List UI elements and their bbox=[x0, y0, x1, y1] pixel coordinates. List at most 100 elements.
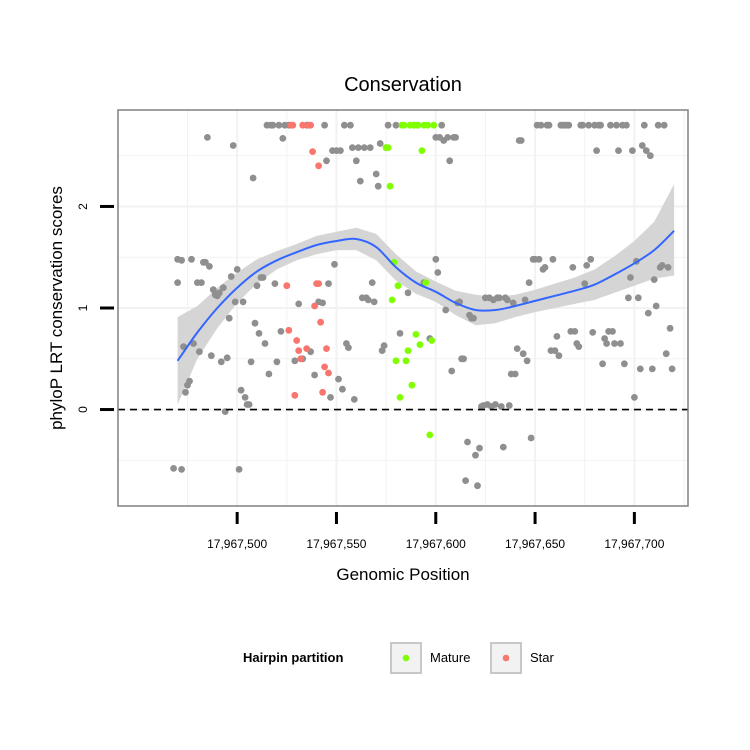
y-tick-label: 2 bbox=[76, 203, 90, 210]
point-other bbox=[277, 328, 285, 335]
point-other bbox=[646, 152, 654, 160]
point-other bbox=[631, 394, 638, 401]
y-axis: 0 1 2 bbox=[76, 203, 114, 413]
point-mature bbox=[412, 331, 420, 338]
point-other bbox=[452, 134, 459, 141]
point-other bbox=[186, 377, 193, 385]
x-axis-title: Genomic Position bbox=[336, 565, 469, 584]
point-other bbox=[658, 262, 666, 269]
point-other bbox=[271, 280, 279, 287]
point-other bbox=[462, 477, 469, 484]
point-other bbox=[384, 121, 392, 129]
legend-item-star: Star bbox=[490, 642, 555, 674]
smooth-confidence-band bbox=[177, 184, 675, 405]
point-other bbox=[495, 294, 503, 302]
point-mature bbox=[396, 394, 404, 401]
legend-label-mature: Mature bbox=[430, 650, 470, 665]
point-other bbox=[460, 355, 467, 363]
point-other bbox=[585, 121, 593, 129]
point-other bbox=[354, 144, 362, 152]
point-mature bbox=[422, 279, 430, 286]
point-other bbox=[251, 319, 259, 327]
point-other bbox=[291, 357, 299, 365]
point-other bbox=[217, 358, 225, 366]
point-other bbox=[239, 298, 247, 306]
point-other bbox=[509, 299, 517, 307]
point-other bbox=[611, 340, 618, 347]
point-other bbox=[648, 365, 656, 373]
point-other bbox=[350, 396, 358, 403]
point-other bbox=[664, 264, 672, 271]
point-other bbox=[625, 294, 632, 302]
point-other bbox=[380, 342, 388, 349]
point-other bbox=[513, 345, 521, 352]
point-other bbox=[597, 121, 604, 129]
point-other bbox=[519, 350, 527, 358]
point-other bbox=[569, 264, 577, 271]
y-tick-label: 0 bbox=[76, 406, 90, 413]
point-other bbox=[249, 174, 257, 182]
loess-line bbox=[176, 230, 675, 362]
point-star bbox=[295, 347, 303, 354]
point-other bbox=[273, 358, 281, 366]
point-other bbox=[545, 121, 553, 129]
x-tick-label: 17,967,500 bbox=[207, 537, 267, 551]
legend-label-star: Star bbox=[530, 650, 555, 665]
point-other bbox=[204, 134, 211, 141]
point-star bbox=[309, 148, 316, 156]
point-mature bbox=[400, 121, 408, 129]
point-other bbox=[255, 330, 263, 337]
point-other bbox=[339, 385, 346, 393]
point-other bbox=[571, 328, 579, 335]
point-other bbox=[660, 121, 668, 129]
point-other bbox=[434, 269, 442, 276]
point-mature bbox=[386, 182, 394, 190]
point-other bbox=[644, 309, 652, 317]
point-mature bbox=[408, 381, 416, 389]
confidence-band bbox=[177, 184, 675, 405]
point-other bbox=[652, 302, 660, 310]
legend-swatch-mature bbox=[402, 654, 410, 662]
point-other bbox=[599, 360, 606, 368]
point-other bbox=[521, 296, 529, 304]
point-other bbox=[617, 340, 624, 347]
point-other bbox=[392, 121, 400, 129]
point-mature bbox=[418, 147, 426, 155]
point-other bbox=[178, 466, 186, 473]
point-other bbox=[472, 451, 479, 459]
point-other bbox=[368, 279, 376, 286]
point-other bbox=[237, 386, 245, 394]
point-other bbox=[497, 403, 505, 410]
point-other bbox=[517, 137, 525, 144]
point-other bbox=[341, 121, 348, 129]
point-star bbox=[315, 280, 322, 287]
point-other bbox=[227, 273, 235, 280]
point-other bbox=[229, 142, 237, 149]
point-other bbox=[364, 296, 372, 304]
point-other bbox=[349, 144, 356, 152]
point-other bbox=[207, 352, 215, 360]
point-other bbox=[541, 264, 549, 271]
point-other bbox=[662, 350, 670, 358]
data-points bbox=[170, 121, 676, 490]
point-other bbox=[442, 306, 450, 314]
point-mature bbox=[426, 431, 434, 439]
point-other bbox=[474, 482, 481, 490]
point-other bbox=[311, 371, 318, 379]
point-other bbox=[366, 144, 374, 152]
point-other bbox=[476, 444, 483, 452]
point-other bbox=[321, 121, 328, 129]
point-star bbox=[319, 388, 326, 396]
point-other bbox=[345, 344, 352, 351]
point-other bbox=[579, 121, 587, 129]
point-other bbox=[634, 294, 642, 302]
point-star bbox=[307, 121, 314, 129]
point-other bbox=[654, 121, 662, 129]
point-other bbox=[523, 357, 531, 365]
point-other bbox=[583, 262, 591, 269]
y-axis-title: phyloP LRT conservation scores bbox=[47, 186, 66, 430]
point-star bbox=[303, 345, 311, 352]
point-other bbox=[279, 135, 287, 142]
point-other bbox=[607, 121, 614, 129]
point-other bbox=[327, 394, 334, 401]
